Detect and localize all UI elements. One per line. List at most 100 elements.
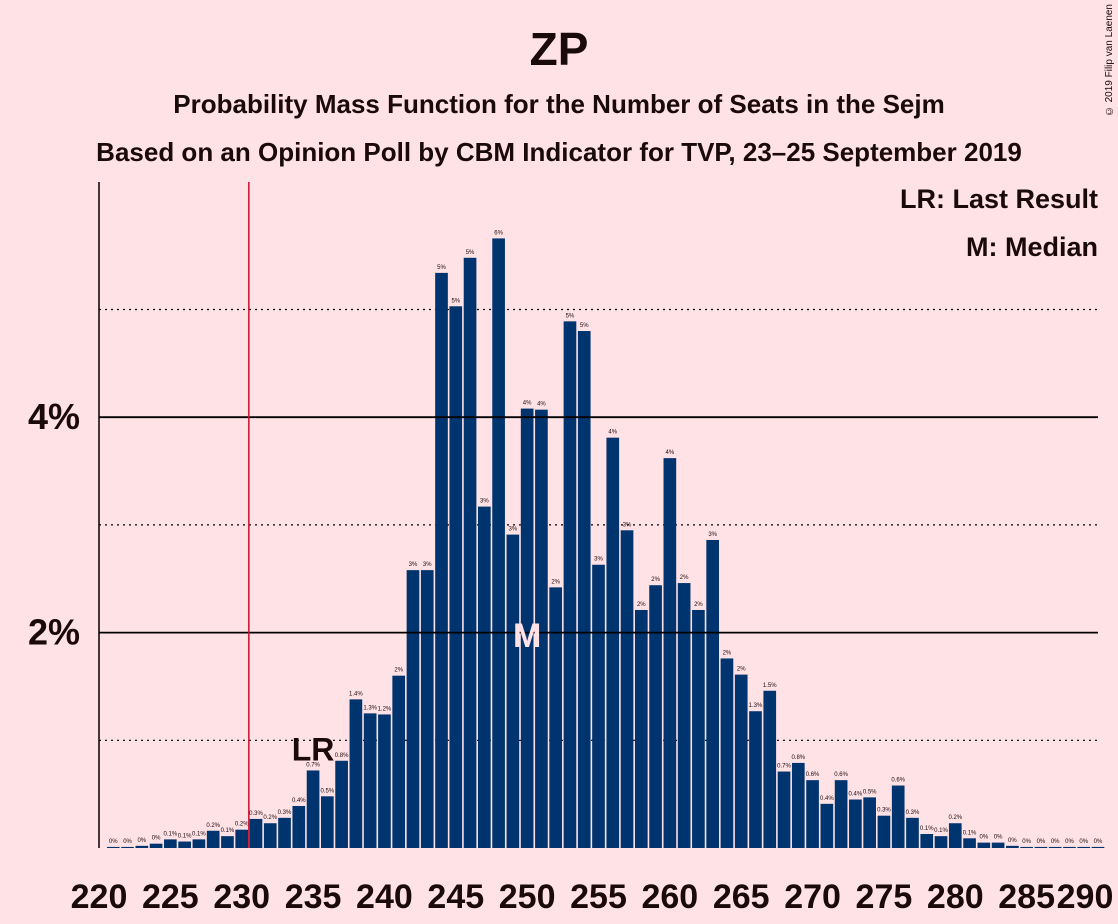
bar [606, 437, 620, 848]
bar [706, 539, 720, 848]
x-tick-label: 270 [784, 878, 841, 916]
data-label: 0.2% [263, 815, 277, 821]
bar [535, 409, 548, 848]
x-tick-label: 290 [1057, 878, 1114, 916]
data-label: 4% [666, 450, 675, 456]
data-label: 0% [1079, 839, 1088, 845]
bar [192, 839, 206, 848]
last-result-marker: LR [292, 731, 335, 767]
bar [1048, 846, 1062, 848]
data-label: 0.6% [806, 772, 820, 778]
data-label: 0% [123, 839, 132, 845]
bar [435, 272, 448, 849]
bar [221, 836, 234, 848]
data-label: 0.3% [249, 811, 263, 817]
chart-subtitle-2: Based on an Opinion Poll by CBM Indicato… [96, 137, 1022, 167]
bar [1006, 845, 1019, 848]
bar [592, 564, 605, 848]
bar [977, 842, 991, 848]
data-label: 0.2% [206, 823, 220, 829]
data-label: 1.3% [363, 705, 377, 711]
data-label: 5% [466, 250, 475, 256]
chart-title: ZP [529, 23, 589, 75]
data-label: 2% [680, 575, 689, 581]
data-label: 3% [423, 562, 432, 568]
data-label: 2% [694, 602, 703, 608]
data-label: 1.2% [378, 706, 392, 712]
x-tick-label: 240 [356, 878, 413, 916]
data-label: 0.1% [164, 831, 178, 837]
bar [820, 803, 834, 848]
data-label: 0.1% [963, 830, 977, 836]
data-label: 0.1% [178, 834, 192, 840]
bar [406, 570, 420, 848]
bar [321, 796, 334, 848]
bar [520, 408, 534, 848]
bar [420, 570, 434, 848]
chart-subtitle: Probability Mass Function for the Number… [173, 89, 945, 119]
bar [1063, 846, 1076, 848]
x-tick-label: 285 [998, 878, 1055, 916]
bar [206, 830, 220, 848]
data-label: 1.5% [763, 683, 777, 689]
bar [477, 506, 491, 848]
bar [164, 839, 177, 848]
bar [791, 762, 805, 848]
bar [891, 785, 905, 848]
bar [877, 815, 891, 848]
data-label: 0.5% [863, 789, 877, 795]
bar [920, 833, 934, 848]
x-tick-label: 235 [285, 878, 342, 916]
data-label: 0.8% [791, 755, 805, 761]
data-label: 0.3% [877, 808, 891, 814]
data-label: 0% [1094, 839, 1103, 845]
bar [492, 238, 505, 849]
data-label: 0% [994, 835, 1003, 841]
data-label: 0.1% [934, 828, 948, 834]
data-label: 3% [594, 557, 603, 563]
x-tick-label: 245 [427, 878, 484, 916]
data-label: 3% [480, 499, 489, 505]
bar [763, 690, 777, 848]
data-label: 0.7% [306, 762, 320, 768]
bar [777, 771, 791, 848]
data-label: 6% [494, 230, 503, 236]
data-label: 0.2% [948, 815, 962, 821]
data-label: 0.8% [335, 753, 349, 759]
data-label: 2% [723, 650, 732, 656]
data-label: 0.6% [834, 772, 848, 778]
x-tick-label: 255 [570, 878, 627, 916]
data-label: 0% [979, 835, 988, 841]
bar [649, 585, 662, 848]
bar [1077, 846, 1091, 848]
bar [863, 797, 876, 848]
bar [306, 770, 320, 848]
bar [335, 760, 348, 848]
data-label: 4% [608, 430, 617, 436]
y-tick-label: 4% [28, 396, 80, 437]
bar [149, 843, 163, 848]
data-label: 4% [537, 402, 546, 408]
bar [734, 674, 748, 848]
bar [292, 805, 306, 848]
bar [1034, 846, 1048, 848]
data-label: 3% [708, 532, 717, 538]
data-label: 2% [637, 602, 646, 608]
bar [677, 583, 691, 848]
bar [235, 829, 249, 848]
data-label: 0% [137, 838, 146, 844]
data-label: 0% [1022, 839, 1031, 845]
bar [749, 711, 762, 848]
bar [563, 321, 577, 848]
bar [906, 817, 919, 848]
data-label: 0% [152, 836, 161, 842]
data-label: 0.7% [777, 764, 791, 770]
bar [178, 841, 191, 848]
bar [620, 530, 634, 848]
bar [363, 713, 377, 848]
bar [249, 818, 263, 848]
x-tick-label: 220 [71, 878, 128, 916]
data-label: 0.3% [278, 810, 292, 816]
data-label: 3% [409, 562, 418, 568]
